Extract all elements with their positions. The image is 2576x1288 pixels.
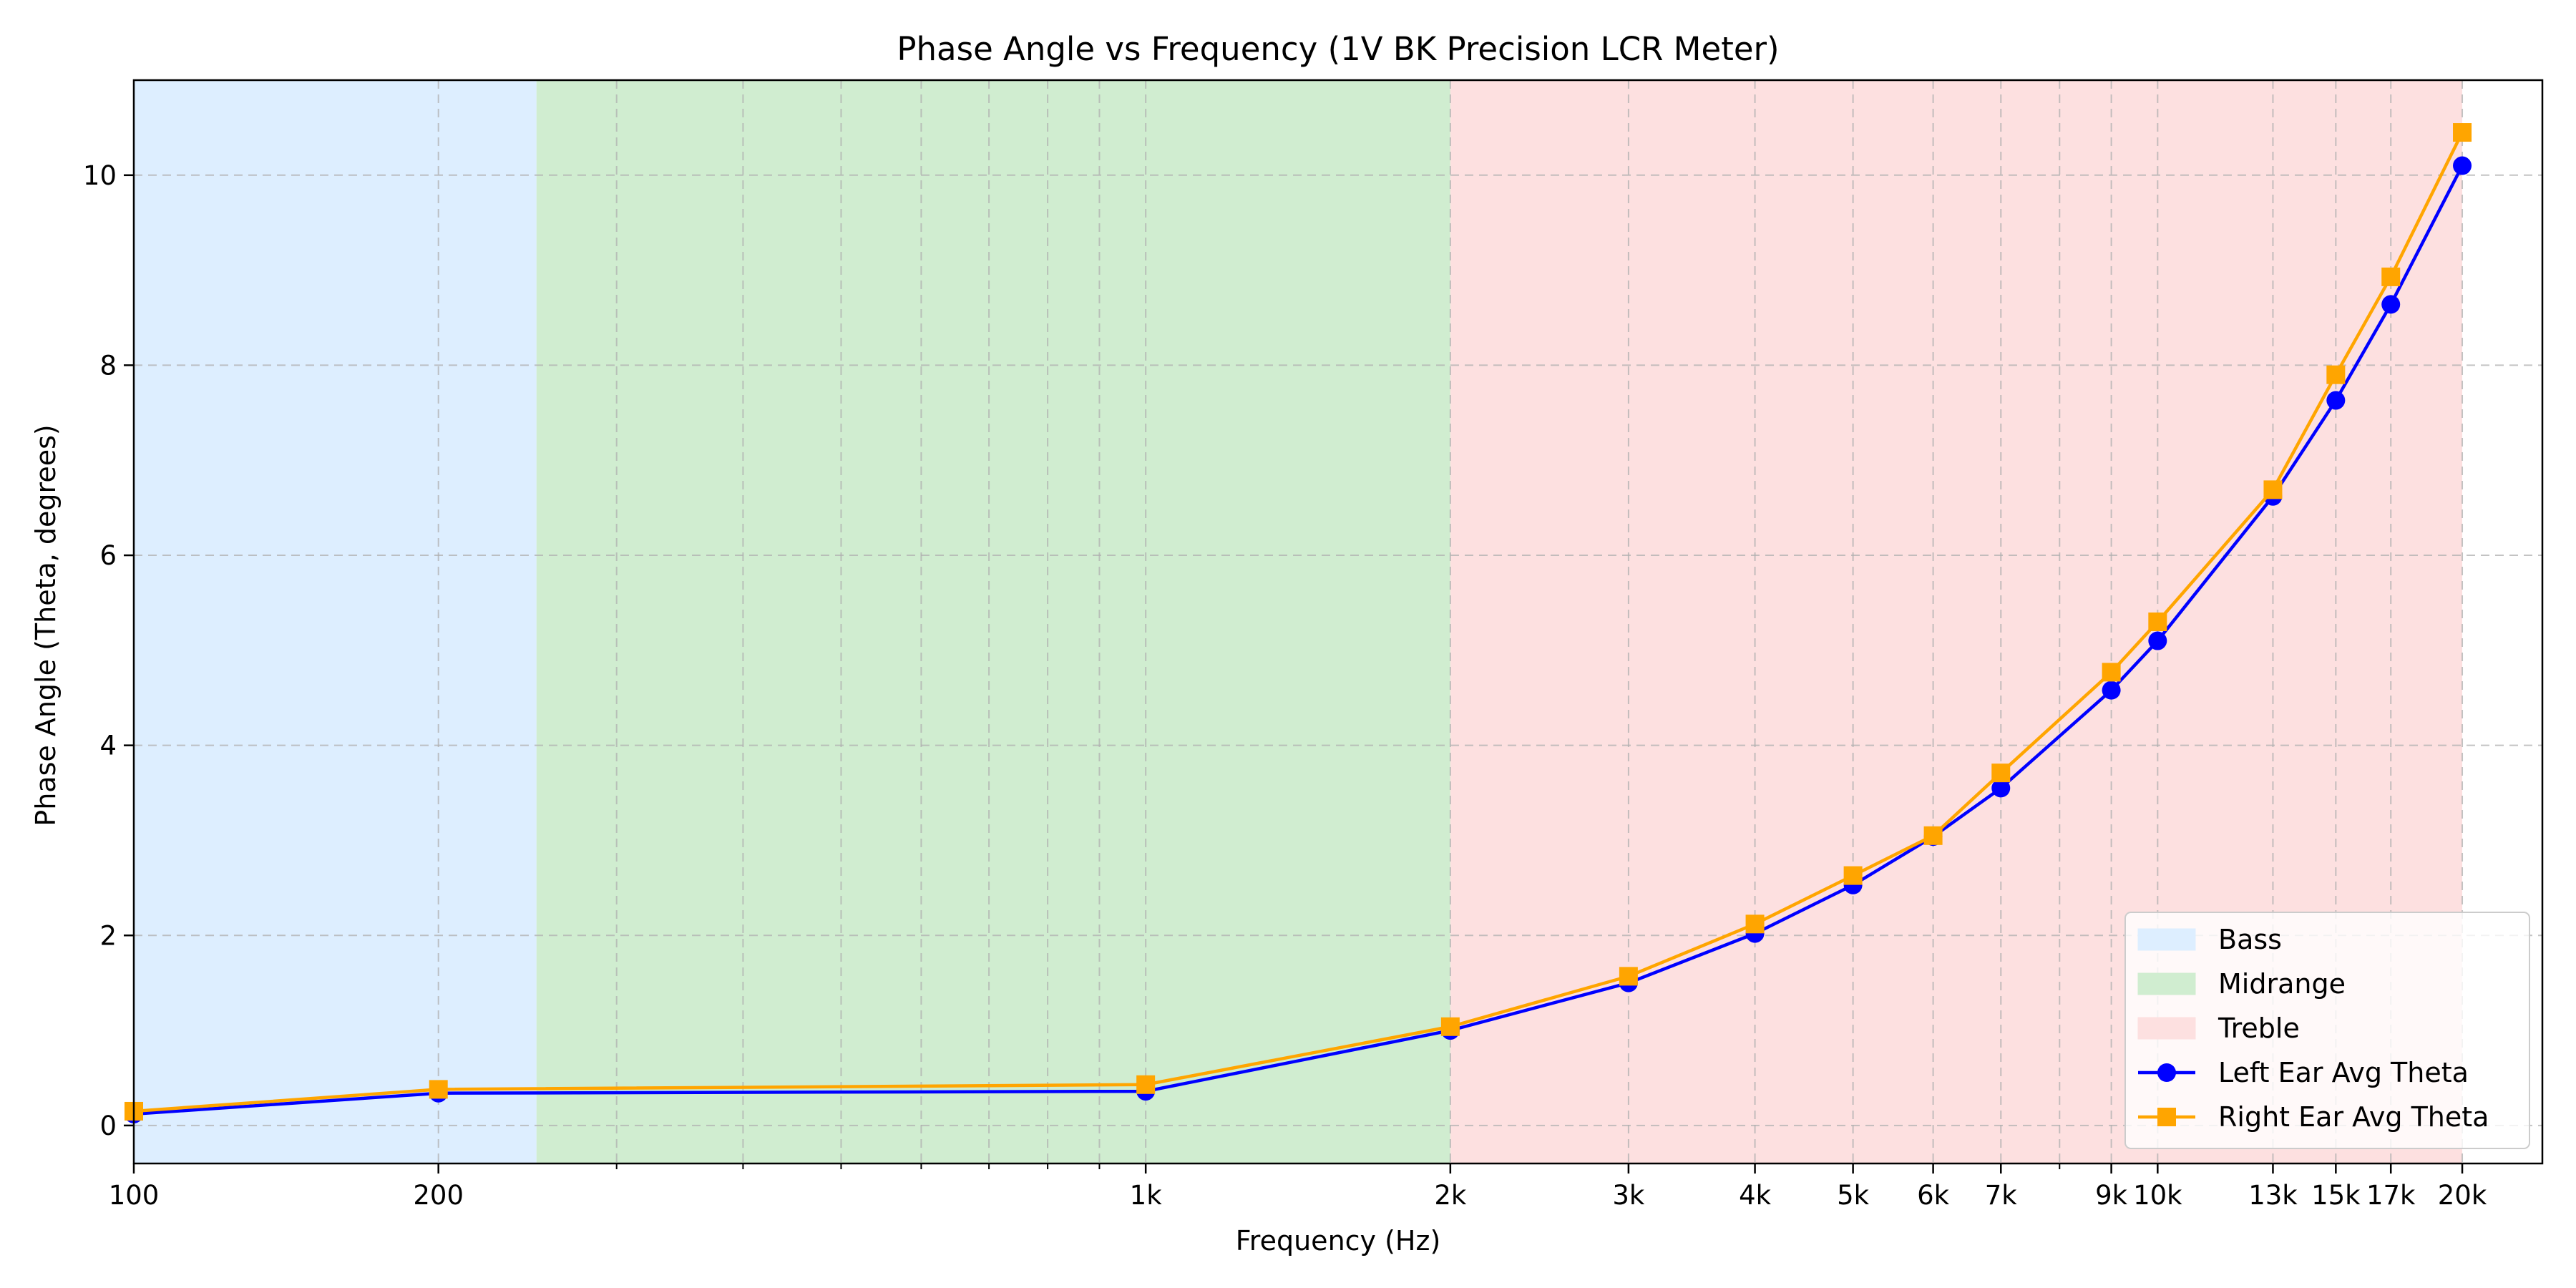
legend-swatch-treble — [2137, 1017, 2196, 1040]
data-point — [1843, 866, 1863, 885]
x-tick-label: 6k — [1917, 1180, 1950, 1211]
band-bass — [134, 80, 537, 1163]
legend-marker — [2157, 1063, 2176, 1082]
data-series — [125, 123, 2472, 1123]
frequency-bands — [134, 80, 2463, 1163]
data-point — [2453, 123, 2472, 142]
x-tick-label: 3k — [1612, 1180, 1645, 1211]
x-axis-label: Frequency (Hz) — [1236, 1225, 1441, 1257]
legend: Bass Midrange Treble Left Ear Avg Theta Righ… — [2124, 912, 2530, 1149]
legend-label: Right Ear Avg Theta — [2218, 1101, 2489, 1133]
x-tick-label: 100 — [109, 1180, 160, 1211]
legend-label: Left Ear Avg Theta — [2218, 1057, 2469, 1088]
x-tick-label: 1k — [1130, 1180, 1163, 1211]
data-point — [2263, 480, 2283, 499]
data-point — [2326, 365, 2346, 384]
y-tick-label: 6 — [99, 540, 117, 571]
data-point — [2148, 613, 2167, 631]
y-tick-label: 4 — [99, 731, 117, 761]
y-tick-label: 2 — [99, 920, 117, 951]
legend-swatch-bass — [2137, 928, 2196, 951]
data-point — [2381, 267, 2401, 286]
data-point — [2102, 680, 2121, 700]
y-tick-label: 8 — [99, 350, 117, 381]
x-axis-ticks: 100 200 1k 2k 3k 4k 5k 6k 7k 9k 10k 13k 15k 17k 20k — [109, 1163, 2487, 1211]
y-tick-label: 10 — [83, 160, 117, 191]
series-right-ear — [125, 123, 2472, 1121]
legend-box — [2124, 912, 2530, 1149]
data-point — [2102, 663, 2121, 682]
data-point — [1923, 826, 1943, 845]
band-midrange — [536, 80, 1450, 1163]
x-tick-label: 4k — [1739, 1180, 1772, 1211]
x-tick-label: 13k — [2248, 1180, 2298, 1211]
data-point — [1136, 1075, 1156, 1094]
data-point — [1745, 914, 1765, 934]
x-tick-label: 15k — [2311, 1180, 2361, 1211]
legend-swatch-midrange — [2137, 972, 2196, 995]
legend-label: Bass — [2218, 924, 2282, 955]
data-point — [2381, 295, 2401, 314]
y-tick-label: 0 — [99, 1111, 117, 1141]
data-point — [1440, 1017, 1460, 1036]
data-point — [2326, 391, 2346, 410]
x-tick-label: 20k — [2438, 1180, 2487, 1211]
x-tick-label: 2k — [1434, 1180, 1467, 1211]
x-tick-label: 17k — [2366, 1180, 2416, 1211]
data-point — [1991, 763, 2011, 783]
data-point — [2453, 156, 2472, 175]
x-tick-label: 9k — [2095, 1180, 2128, 1211]
chart-title: Phase Angle vs Frequency (1V BK Precisio… — [897, 30, 1779, 68]
data-point — [1991, 779, 2011, 798]
x-tick-label: 7k — [1985, 1180, 2018, 1211]
legend-label: Treble — [2218, 1013, 2300, 1044]
plot-frame — [132, 79, 2544, 1165]
x-tick-label: 200 — [413, 1180, 464, 1211]
data-point — [2148, 631, 2167, 650]
y-axis-label: Phase Angle (Theta, degrees) — [30, 424, 62, 826]
y-axis-ticks: 0 2 4 6 8 10 — [83, 160, 134, 1141]
x-tick-label: 5k — [1837, 1180, 1870, 1211]
data-point — [429, 1080, 448, 1099]
legend-label: Midrange — [2218, 968, 2346, 1000]
legend-marker — [2157, 1108, 2176, 1126]
x-tick-label: 10k — [2133, 1180, 2182, 1211]
data-point — [1619, 967, 1638, 986]
